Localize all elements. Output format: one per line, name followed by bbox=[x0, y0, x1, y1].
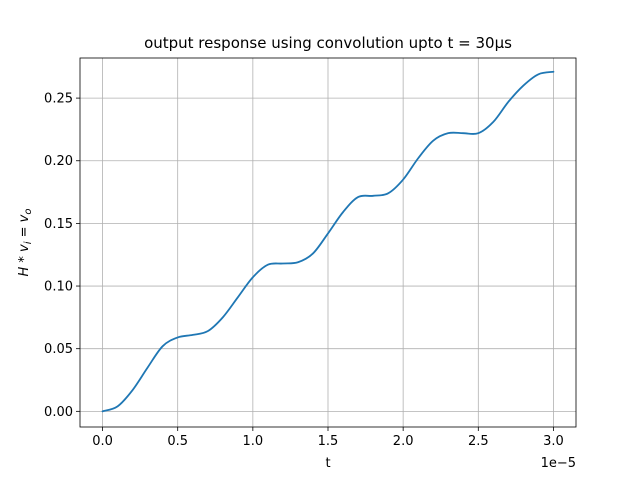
x-axis-label: t bbox=[325, 456, 330, 471]
y-tick-label: 0.15 bbox=[44, 217, 73, 232]
ylabel-eq: = bbox=[17, 222, 32, 241]
series-layer bbox=[101, 70, 555, 413]
grid bbox=[80, 58, 576, 427]
ylabel-base3: v bbox=[17, 214, 32, 222]
x-tick-label: 3.0 bbox=[543, 434, 564, 449]
chart-title: output response using convolution upto t… bbox=[144, 34, 512, 52]
y-tick-label: 0.10 bbox=[44, 280, 73, 295]
x-tick-label: 2.0 bbox=[393, 434, 414, 449]
y-tick-label: 0.05 bbox=[44, 342, 73, 357]
ylabel-op: * bbox=[17, 252, 32, 267]
ylabel-base1: H bbox=[17, 267, 32, 277]
y-tick-label: 0.20 bbox=[44, 154, 73, 169]
ylabel-base2: v bbox=[17, 244, 32, 252]
y-tick-label: 0.25 bbox=[44, 92, 73, 107]
ylabel-sub3: o bbox=[23, 208, 34, 214]
x-tick-label: 1.5 bbox=[318, 434, 339, 449]
x-tick-label: 0.0 bbox=[92, 434, 113, 449]
series-line bbox=[101, 70, 555, 413]
y-tick-label: 0.00 bbox=[44, 405, 73, 420]
x-tick-label: 1.0 bbox=[243, 434, 264, 449]
y-axis-label: H * vi = vo bbox=[17, 208, 34, 276]
x-tick-label: 2.5 bbox=[468, 434, 489, 449]
x-tick-label: 0.5 bbox=[167, 434, 188, 449]
ylabel-sub2: i bbox=[23, 241, 34, 244]
ticks: 0.0 0.5 1.0 1.5 2.0 2.5 3.0 0.00 0.05 0.10 0.15 0.2… bbox=[44, 92, 564, 449]
x-axis-offset-label: 1e−5 bbox=[541, 456, 576, 471]
